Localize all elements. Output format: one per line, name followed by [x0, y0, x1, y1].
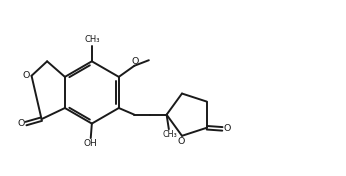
Text: O: O	[177, 137, 184, 146]
Text: O: O	[17, 119, 25, 128]
Text: OH: OH	[84, 139, 98, 148]
Text: O: O	[224, 124, 231, 133]
Text: CH₃: CH₃	[163, 130, 177, 139]
Text: O: O	[131, 57, 139, 66]
Text: O: O	[23, 71, 30, 80]
Text: CH₃: CH₃	[84, 35, 100, 44]
